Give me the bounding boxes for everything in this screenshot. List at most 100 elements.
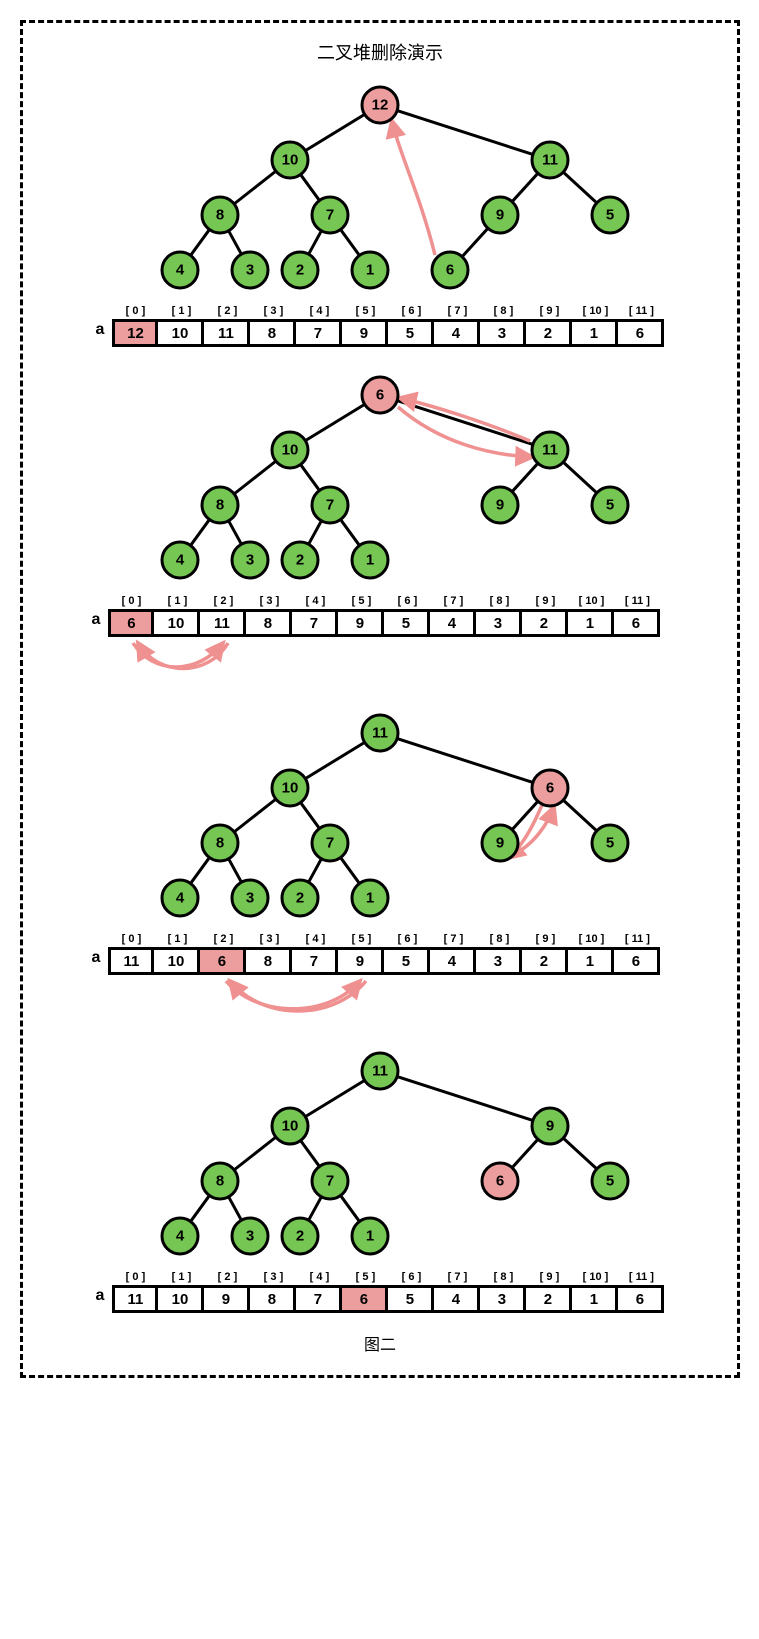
array-index: [ 9 ] <box>536 595 556 607</box>
svg-text:3: 3 <box>246 262 254 279</box>
array-index: [ 4 ] <box>306 933 326 945</box>
array-cell: 3 <box>480 319 526 347</box>
array-cell: 7 <box>296 1285 342 1313</box>
array-index: [ 6 ] <box>398 933 418 945</box>
heap-node: 10 <box>272 432 308 468</box>
heap-node: 4 <box>162 880 198 916</box>
array-index: [ 5 ] <box>356 1271 376 1283</box>
array-cell: 4 <box>434 1285 480 1313</box>
heap-node: 9 <box>482 487 518 523</box>
heap-node: 2 <box>282 880 318 916</box>
array-swap-arrows <box>108 973 668 1023</box>
svg-text:7: 7 <box>326 497 334 514</box>
svg-text:2: 2 <box>296 262 304 279</box>
heap-node: 5 <box>592 487 628 523</box>
array-cell: 7 <box>292 947 338 975</box>
heap-node: 2 <box>282 252 318 288</box>
heap-node: 7 <box>312 825 348 861</box>
svg-text:9: 9 <box>496 207 504 224</box>
array-cell: 11 <box>108 947 154 975</box>
array-representation: a[ 0 ]12[ 1 ]10[ 2 ]11[ 3 ]8[ 4 ]7[ 5 ]9… <box>33 305 727 347</box>
svg-text:11: 11 <box>372 725 388 742</box>
array-cell: 6 <box>614 947 660 975</box>
svg-text:10: 10 <box>282 442 299 459</box>
array-cell: 10 <box>158 319 204 347</box>
array-cell: 6 <box>342 1285 388 1313</box>
svg-text:1: 1 <box>366 262 374 279</box>
svg-text:6: 6 <box>546 780 554 797</box>
array-cell: 2 <box>526 319 572 347</box>
array-swap-arrows <box>108 635 668 685</box>
svg-text:7: 7 <box>326 1173 334 1190</box>
svg-text:7: 7 <box>326 835 334 852</box>
svg-text:5: 5 <box>606 835 614 852</box>
heap-node: 6 <box>532 770 568 806</box>
array-cell: 6 <box>618 1285 664 1313</box>
array-index: [ 8 ] <box>490 933 510 945</box>
heap-step-3: 1110987654321a[ 0 ]11[ 1 ]10[ 2 ]9[ 3 ]8… <box>33 1041 727 1313</box>
heap-node: 1 <box>352 880 388 916</box>
array-index: [ 9 ] <box>540 305 560 317</box>
heap-node: 11 <box>362 715 398 751</box>
heap-node: 1 <box>352 252 388 288</box>
array-index: [ 0 ] <box>126 1271 146 1283</box>
array-index: [ 2 ] <box>218 1271 238 1283</box>
array-cell: 10 <box>154 609 200 637</box>
svg-text:4: 4 <box>176 890 185 907</box>
array-index: [ 0 ] <box>126 305 146 317</box>
heap-node: 10 <box>272 142 308 178</box>
heap-node: 4 <box>162 542 198 578</box>
array-cell: 2 <box>526 1285 572 1313</box>
array-representation: a[ 0 ]6[ 1 ]10[ 2 ]11[ 3 ]8[ 4 ]7[ 5 ]9[… <box>33 595 727 685</box>
heap-node: 6 <box>432 252 468 288</box>
array-cell: 3 <box>476 609 522 637</box>
heap-node: 12 <box>362 87 398 123</box>
array-representation: a[ 0 ]11[ 1 ]10[ 2 ]6[ 3 ]8[ 4 ]7[ 5 ]9[… <box>33 933 727 1023</box>
array-cell: 1 <box>572 319 618 347</box>
svg-text:2: 2 <box>296 890 304 907</box>
array-label: a <box>92 611 101 629</box>
svg-text:5: 5 <box>606 1173 614 1190</box>
diagram-caption: 图二 <box>33 1331 727 1355</box>
svg-text:1: 1 <box>366 890 374 907</box>
svg-text:3: 3 <box>246 1228 254 1245</box>
array-cell: 10 <box>158 1285 204 1313</box>
array-index: [ 10 ] <box>579 595 605 607</box>
heap-node: 11 <box>532 142 568 178</box>
array-cell: 11 <box>200 609 246 637</box>
array-cell: 2 <box>522 947 568 975</box>
heap-node: 8 <box>202 487 238 523</box>
array-index: [ 3 ] <box>264 1271 284 1283</box>
steps-container: 121011879543216a[ 0 ]12[ 1 ]10[ 2 ]11[ 3… <box>33 75 727 1313</box>
array-cell: 4 <box>430 609 476 637</box>
heap-node: 5 <box>592 197 628 233</box>
array-index: [ 8 ] <box>490 595 510 607</box>
svg-text:2: 2 <box>296 1228 304 1245</box>
heap-node: 6 <box>482 1163 518 1199</box>
heap-node: 5 <box>592 825 628 861</box>
heap-tree: 1110987654321 <box>80 1041 680 1261</box>
svg-text:10: 10 <box>282 1118 299 1135</box>
heap-node: 8 <box>202 1163 238 1199</box>
array-cell: 8 <box>250 319 296 347</box>
array-index: [ 5 ] <box>352 595 372 607</box>
array-cell: 1 <box>568 947 614 975</box>
array-cell: 1 <box>572 1285 618 1313</box>
array-index: [ 2 ] <box>218 305 238 317</box>
svg-text:5: 5 <box>606 497 614 514</box>
svg-text:1: 1 <box>366 552 374 569</box>
array-cell: 4 <box>430 947 476 975</box>
array-index: [ 0 ] <box>122 595 142 607</box>
array-index: [ 11 ] <box>629 1271 654 1283</box>
array-label: a <box>92 949 101 967</box>
svg-text:12: 12 <box>372 97 389 114</box>
array-index: [ 10 ] <box>583 305 609 317</box>
svg-text:7: 7 <box>326 207 334 224</box>
array-index: [ 10 ] <box>583 1271 609 1283</box>
array-index: [ 2 ] <box>214 595 234 607</box>
array-cell: 9 <box>342 319 388 347</box>
heap-node: 7 <box>312 487 348 523</box>
array-index: [ 9 ] <box>540 1271 560 1283</box>
array-cell: 10 <box>154 947 200 975</box>
heap-node: 11 <box>532 432 568 468</box>
